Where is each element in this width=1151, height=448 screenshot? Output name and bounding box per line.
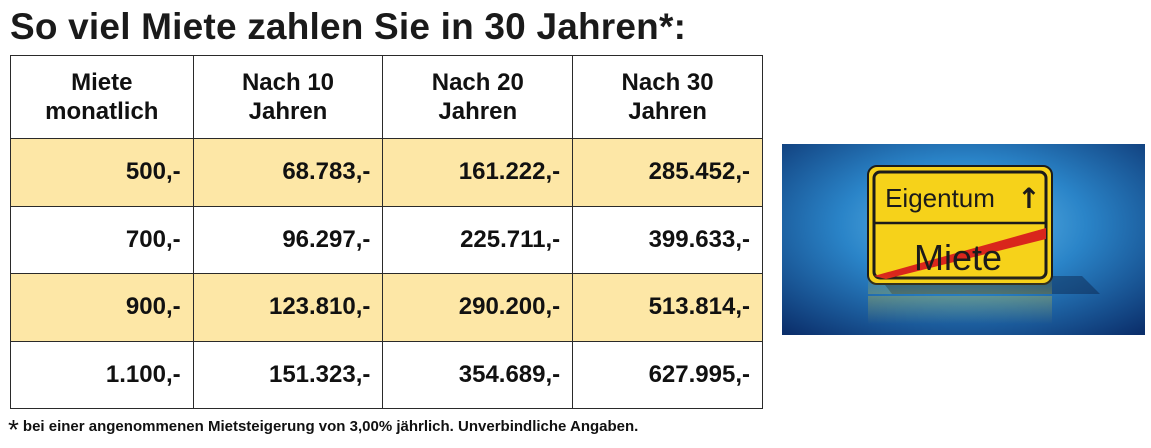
header-line: Nach 30 [621,69,714,96]
reflection-fade [868,296,1052,324]
header-line: Nach 10 [241,69,335,96]
cell-after-30-years: 627.995,- [572,340,763,409]
cell-after-10-years: 68.783,- [192,138,384,207]
header-rent-monthly: Miete monatlich [10,55,194,139]
cell-rent-monthly: 700,- [10,205,194,274]
cell-rent-monthly: 1.100,- [10,340,194,409]
cell-rent-monthly: 500,- [10,138,194,207]
cell-after-30-years: 513.814,- [572,273,763,342]
cell-after-10-years: 151.323,- [192,340,384,409]
rent-table: Miete monatlich Nach 10 Jahren Nach 20 J… [10,55,763,409]
footnote-marker: * [8,414,19,445]
table-header-row: Miete monatlich Nach 10 Jahren Nach 20 J… [10,55,763,139]
cell-after-20-years: 290.200,- [382,273,574,342]
town-sign-image: Eigentum ↑ Miete [782,144,1145,335]
cell-after-20-years: 225.711,- [382,205,574,274]
header-after-30-years: Nach 30 Jahren [572,55,763,139]
cell-after-20-years: 354.689,- [382,340,574,409]
cell-after-10-years: 123.810,- [192,273,384,342]
sign-bottom-text: Miete [914,237,1002,278]
sign-top-text: Eigentum [885,183,995,213]
cell-after-30-years: 399.633,- [572,205,763,274]
town-sign-illustration: Eigentum ↑ Miete [782,144,1145,335]
table-row: 1.100,- 151.323,- 354.689,- 627.995,- [10,340,763,409]
cell-after-30-years: 285.452,- [572,138,763,207]
header-line: Miete [71,69,133,96]
header-line: Jahren [628,98,707,125]
table-row: 900,- 123.810,- 290.200,- 513.814,- [10,273,763,342]
header-line: Jahren [438,98,518,125]
cell-after-10-years: 96.297,- [192,205,384,274]
sign-reflection [868,274,1052,294]
footnote: * bei einer angenommenen Mietsteigerung v… [8,414,638,446]
cell-rent-monthly: 900,- [10,273,194,342]
header-after-20-years: Nach 20 Jahren [382,55,574,139]
cell-after-20-years: 161.222,- [382,138,574,207]
header-line: Nach 20 [431,69,524,96]
table-row: 500,- 68.783,- 161.222,- 285.452,- [10,138,763,207]
arrow-up-icon: ↑ [1017,182,1040,215]
header-after-10-years: Nach 10 Jahren [192,55,384,139]
page-title: So viel Miete zahlen Sie in 30 Jahren*: [10,6,687,47]
header-line: monatlich [45,98,159,125]
table-row: 700,- 96.297,- 225.711,- 399.633,- [10,205,763,274]
header-line: Jahren [248,98,328,125]
strike-line [874,228,1046,279]
footnote-text: bei einer angenommenen Mietsteigerung vo… [22,418,639,435]
